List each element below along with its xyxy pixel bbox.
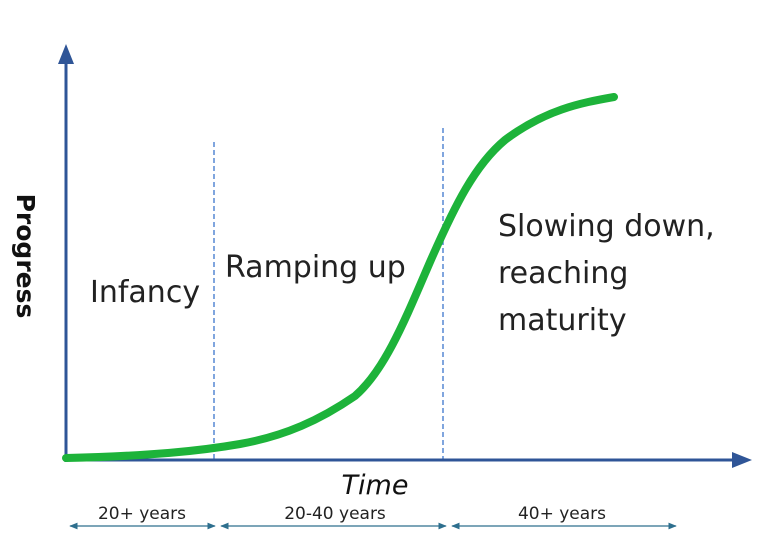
phase-label-maturity-line-1: Slowing down, — [498, 209, 715, 244]
y-axis-label: Progress — [11, 194, 40, 319]
y-axis-arrowhead — [58, 44, 74, 64]
phase-label-infancy: Infancy — [90, 275, 200, 310]
s-curve — [62, 93, 618, 462]
duration-label-3: 40+ years — [518, 504, 606, 524]
duration-label-2: 20-40 years — [284, 504, 386, 524]
phase-label-maturity-line-2: reaching — [498, 256, 628, 291]
x-axis-label: Time — [342, 470, 409, 501]
phase-label-maturity-line-3: maturity — [498, 303, 627, 338]
duration-label-1: 20+ years — [98, 504, 186, 524]
phase-label-ramping-up: Ramping up — [225, 250, 406, 285]
x-axis-arrowhead — [732, 452, 752, 468]
